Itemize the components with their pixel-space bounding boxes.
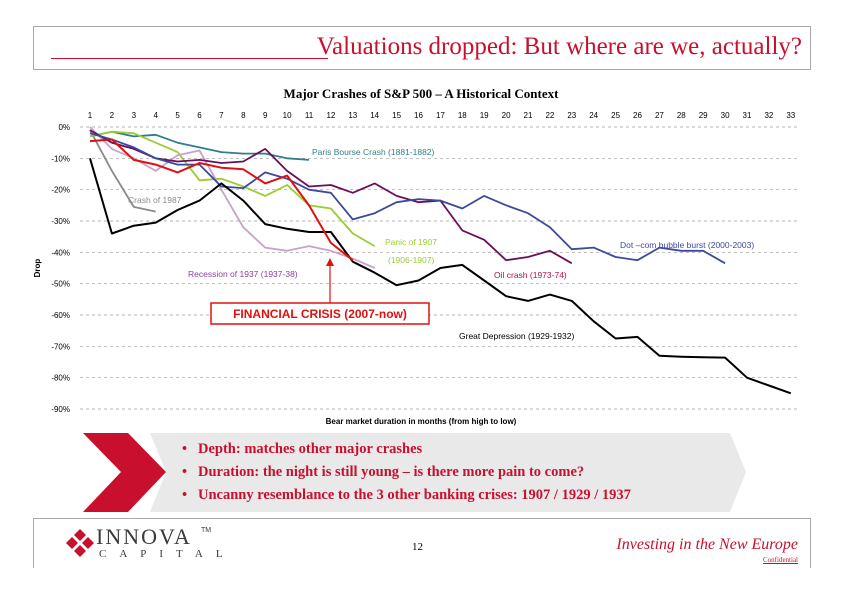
bullet-item: • Depth: matches other major crashes (182, 441, 423, 457)
x-tick-label: 26 (633, 111, 642, 120)
logo-sub: CAPITAL (99, 548, 236, 560)
y-tick-label: -30% (51, 217, 70, 226)
x-tick-label: 25 (611, 111, 620, 120)
slide-title: Valuations dropped: But where are we, ac… (316, 33, 802, 60)
x-tick-label: 18 (458, 111, 467, 120)
x-tick-label: 27 (655, 111, 664, 120)
callout-arrow-head-icon (326, 258, 334, 266)
page-number: 12 (412, 541, 423, 553)
x-tick-label: 5 (175, 111, 180, 120)
series-line (89, 130, 376, 247)
x-tick-label: 31 (743, 111, 752, 120)
x-tick-label: 16 (414, 111, 423, 120)
y-tick-label: -70% (51, 342, 70, 351)
x-tick-label: 8 (241, 111, 246, 120)
series-line (89, 158, 792, 395)
x-tick-label: 24 (589, 111, 598, 120)
y-tick-label: -40% (51, 248, 70, 257)
confidential-label: Confidential (763, 556, 798, 564)
tagline: Investing in the New Europe (616, 536, 798, 553)
bullet-item: • Uncanny resemblance to the 3 other bank… (182, 487, 631, 503)
y-tick-label: -80% (51, 374, 70, 383)
y-tick-label: -90% (51, 405, 70, 414)
innova-logo: INNOVA TM CAPITAL (66, 524, 226, 563)
bullet-banner (150, 433, 746, 512)
x-tick-label: 30 (721, 111, 730, 120)
x-tick-label: 12 (326, 111, 335, 120)
panic-1907-years-label: (1906-1907) (388, 255, 434, 265)
x-tick-label: 4 (153, 111, 158, 120)
chart-title: Major Crashes of S&P 500 – A Historical … (284, 86, 560, 101)
logo-name: INNOVA (96, 524, 192, 549)
y-tick-label: 0% (58, 123, 70, 132)
x-tick-label: 22 (545, 111, 554, 120)
footer-left-border (33, 518, 34, 568)
y-tick-label: -60% (51, 311, 70, 320)
y-axis-label: Drop (33, 259, 42, 278)
x-tick-label: 9 (263, 111, 268, 120)
footer-divider (33, 518, 811, 519)
x-tick-label: 2 (110, 111, 115, 120)
series-line (89, 138, 354, 261)
x-tick-label: 28 (677, 111, 686, 120)
x-tick-label: 17 (436, 111, 445, 120)
x-tick-label: 21 (524, 111, 533, 120)
x-tick-label: 3 (132, 111, 137, 120)
x-tick-label: 32 (764, 111, 773, 120)
x-tick-label: 6 (197, 111, 202, 120)
bullet-item: • Duration: the night is still young – is… (182, 464, 585, 480)
x-tick-label: 29 (699, 111, 708, 120)
y-tick-label: -50% (51, 280, 70, 289)
logo-tm: TM (201, 527, 212, 534)
x-tick-label: 20 (502, 111, 511, 120)
x-tick-label: 23 (567, 111, 576, 120)
crash-1987-label: Crash of 1987 (128, 195, 182, 205)
x-tick-label: 33 (786, 111, 795, 120)
crash-chart: Major Crashes of S&P 500 – A Historical … (33, 86, 800, 426)
series-line (89, 129, 156, 213)
x-tick-label: 11 (305, 111, 314, 120)
x-tick-label: 14 (370, 111, 379, 120)
title-box: Valuations dropped: But where are we, ac… (33, 26, 811, 70)
recession-1937-label: Recession of 1937 (1937-38) (188, 269, 298, 279)
x-tick-label: 19 (480, 111, 489, 120)
series-line (89, 129, 573, 265)
x-tick-label: 10 (283, 111, 292, 120)
footer-right-border (810, 518, 811, 568)
x-tick-label: 13 (348, 111, 357, 120)
title-underline (51, 58, 328, 59)
y-tick-label: -20% (51, 186, 70, 195)
chevron-arrow-icon (83, 433, 166, 512)
great-depression-label: Great Depression (1929-1932) (459, 331, 574, 341)
x-tick-label: 7 (219, 111, 224, 120)
oil-crash-label: Oil crash (1973-74) (494, 270, 567, 280)
financial-crisis-label: FINANCIAL CRISIS (2007-now) (233, 307, 407, 321)
bullet-list: • Depth: matches other major crashes • Dur… (160, 432, 748, 512)
x-tick-label: 15 (392, 111, 401, 120)
panic-1907-label: Panic of 1907 (385, 237, 437, 247)
dotcom-label: Dot –com bubble burst (2000-2003) (620, 240, 754, 250)
paris-bourse-label: Paris Bourse Crash (1881-1882) (312, 147, 435, 157)
diamond-logo-icon (66, 529, 94, 557)
y-tick-label: -10% (51, 154, 70, 163)
x-axis-label: Bear market duration in months (from hig… (326, 417, 517, 426)
financial-crisis-box (210, 302, 430, 325)
x-tick-label: 1 (88, 111, 93, 120)
